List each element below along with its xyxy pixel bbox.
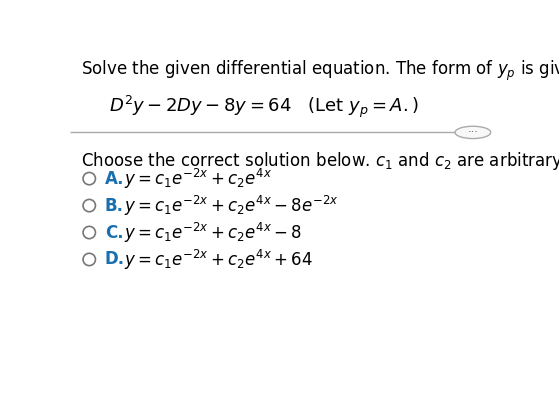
Text: B.: B.: [105, 197, 124, 215]
Text: $y = c_1e^{-2x} + c_2e^{4x} - 8$: $y = c_1e^{-2x} + c_2e^{4x} - 8$: [124, 221, 302, 244]
Text: $y = c_1e^{-2x} + c_2e^{4x} - 8e^{-2x}$: $y = c_1e^{-2x} + c_2e^{4x} - 8e^{-2x}$: [124, 194, 339, 218]
Text: Choose the correct solution below. $c_1$ and $c_2$ are arbitrary constants.: Choose the correct solution below. $c_1$…: [80, 150, 559, 172]
Text: $y = c_1e^{-2x} + c_2e^{4x}$: $y = c_1e^{-2x} + c_2e^{4x}$: [124, 166, 272, 191]
Text: $y = c_1e^{-2x} + c_2e^{4x} + 64$: $y = c_1e^{-2x} + c_2e^{4x} + 64$: [124, 247, 313, 271]
Text: ···: ···: [467, 127, 479, 137]
Text: $D^2y - 2Dy - 8y = 64$   (Let $y_p = A.$): $D^2y - 2Dy - 8y = 64$ (Let $y_p = A.$): [108, 94, 419, 120]
Text: Solve the given differential equation. The form of $y_p$ is given.: Solve the given differential equation. T…: [80, 59, 559, 84]
Circle shape: [83, 226, 96, 239]
Circle shape: [83, 253, 96, 265]
Text: D.: D.: [105, 250, 125, 269]
Text: A.: A.: [105, 170, 124, 187]
Circle shape: [83, 173, 96, 185]
Ellipse shape: [455, 126, 491, 139]
Text: C.: C.: [105, 223, 124, 242]
Circle shape: [83, 200, 96, 212]
